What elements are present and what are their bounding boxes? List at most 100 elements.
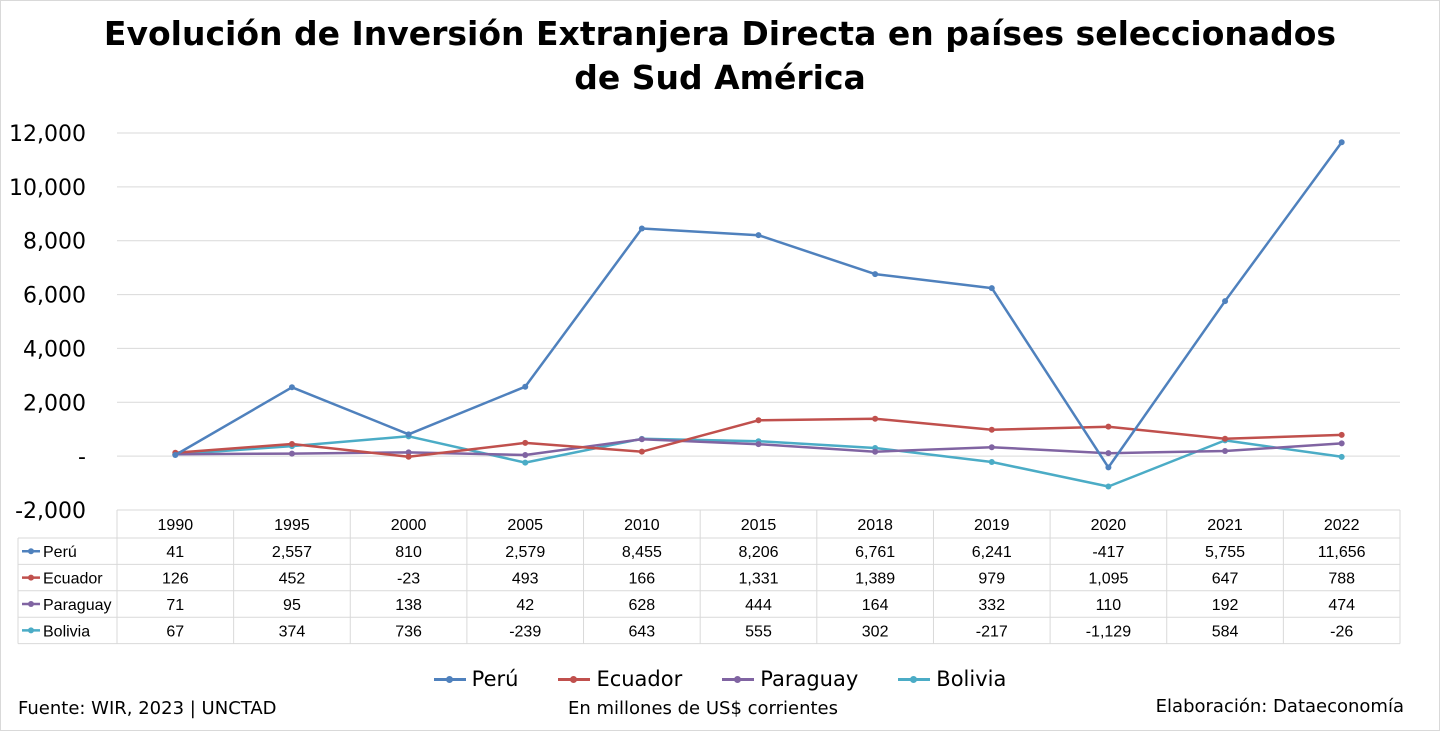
table-cell-value: 474 xyxy=(1328,597,1355,614)
data-point xyxy=(638,225,645,232)
table-cell-value: 374 xyxy=(279,623,306,640)
table-cell-value: -26 xyxy=(1330,623,1353,640)
data-point xyxy=(522,452,529,459)
table-cell-value: -417 xyxy=(1092,544,1124,561)
x-tick-label: 2005 xyxy=(507,517,543,534)
table-cell-value: 6,241 xyxy=(972,544,1012,561)
legend-item: Bolivia xyxy=(898,664,1006,694)
table-cell-value: 736 xyxy=(395,623,422,640)
data-point xyxy=(522,439,529,446)
table-row-label: Bolivia xyxy=(43,623,90,640)
legend: Perú Ecuador Paraguay Bolivia xyxy=(0,664,1440,694)
y-tick-label: -2,000 xyxy=(15,499,86,524)
legend-label: Ecuador xyxy=(596,667,683,691)
table-cell-value: 71 xyxy=(166,597,184,614)
table-cell-value: 584 xyxy=(1212,623,1239,640)
table-cell-value: 110 xyxy=(1096,597,1122,614)
footer-units: En millones de US$ corrientes xyxy=(567,698,839,719)
legend-item: Paraguay xyxy=(722,664,858,694)
table-cell-value: 302 xyxy=(862,623,889,640)
table-row-label: Paraguay xyxy=(43,597,112,614)
y-tick-label: 4,000 xyxy=(23,337,86,362)
data-point xyxy=(1222,447,1229,454)
table-cell-value: 332 xyxy=(978,597,1005,614)
chart-title-line-2: de Sud América xyxy=(574,58,866,97)
table-cell-value: 164 xyxy=(862,597,889,614)
y-tick-label: 8,000 xyxy=(23,230,86,255)
legend-label: Bolivia xyxy=(936,667,1007,691)
data-point xyxy=(1105,450,1112,457)
data-point xyxy=(405,453,412,460)
table-row-key-marker xyxy=(28,548,34,555)
table-cell-value: 1,389 xyxy=(855,571,895,588)
data-point xyxy=(1338,139,1345,146)
data-point xyxy=(1222,298,1229,305)
table-cell-value: 138 xyxy=(395,597,422,614)
table-cell-value: 979 xyxy=(978,571,1005,588)
footer-credit: Elaboración: Dataeconomía xyxy=(1155,696,1404,717)
table-cell-value: 643 xyxy=(629,623,656,640)
data-point xyxy=(755,441,762,448)
table-cell-value: 192 xyxy=(1212,597,1239,614)
table-cell-value: 67 xyxy=(166,623,184,640)
data-point xyxy=(755,232,762,239)
x-tick-label: 1995 xyxy=(274,517,310,534)
data-point xyxy=(638,436,645,443)
y-tick-label: 2,000 xyxy=(23,391,86,416)
y-tick-label: 12,000 xyxy=(9,122,86,147)
legend-swatch xyxy=(898,675,931,683)
table-cell-value: -1,129 xyxy=(1086,623,1131,640)
data-point xyxy=(288,384,295,391)
table-cell-value: 8,206 xyxy=(738,544,778,561)
data-point xyxy=(988,458,995,465)
table-cell-value: 1,331 xyxy=(738,571,778,588)
table-cell-value: 1,095 xyxy=(1088,571,1128,588)
x-tick-label: 2019 xyxy=(974,517,1010,534)
table-cell-value: 452 xyxy=(279,571,306,588)
table-cell-value: 444 xyxy=(745,597,772,614)
table-cell-value: 42 xyxy=(516,597,534,614)
chart-title-line-1: Evolución de Inversión Extranjera Direct… xyxy=(103,14,1337,53)
data-point xyxy=(1338,453,1345,460)
y-tick-label: 10,000 xyxy=(9,176,86,201)
footer-source: Fuente: WIR, 2023 | UNCTAD xyxy=(18,698,277,719)
y-tick-label: - xyxy=(78,445,86,470)
table-cell-value: 493 xyxy=(512,571,539,588)
table-cell-value: 2,557 xyxy=(272,544,312,561)
data-point xyxy=(872,271,879,278)
table-cell-value: 628 xyxy=(629,597,656,614)
data-point xyxy=(988,444,995,451)
data-point xyxy=(872,448,879,455)
table-cell-value: -23 xyxy=(397,571,420,588)
table-cell-value: 5,755 xyxy=(1205,544,1245,561)
legend-item: Perú xyxy=(433,664,519,694)
data-point xyxy=(522,383,529,390)
data-point xyxy=(872,415,879,422)
legend-swatch xyxy=(433,675,466,683)
table-cell-value: 2,579 xyxy=(505,544,545,561)
data-point xyxy=(1222,435,1229,442)
legend-swatch xyxy=(558,675,591,683)
data-point xyxy=(1105,423,1112,430)
data-point xyxy=(1338,440,1345,447)
table-cell-value: 166 xyxy=(629,571,656,588)
data-point xyxy=(172,452,179,459)
legend-label: Paraguay xyxy=(760,667,859,691)
table-cell-value: 647 xyxy=(1212,571,1239,588)
chart-title: Evolución de Inversión Extranjera Direct… xyxy=(0,12,1440,100)
table-cell-value: 95 xyxy=(283,597,301,614)
table-row-label: Ecuador xyxy=(43,571,103,588)
table-cell-value: 810 xyxy=(395,544,422,561)
data-point xyxy=(638,448,645,455)
table-cell-value: 41 xyxy=(166,544,184,561)
data-point xyxy=(288,450,295,457)
x-tick-label: 2015 xyxy=(741,517,777,534)
data-point xyxy=(1105,483,1112,490)
table-cell-value: -239 xyxy=(509,623,541,640)
x-tick-label: 2020 xyxy=(1091,517,1127,534)
legend-item: Ecuador xyxy=(558,664,682,694)
table-cell-value: 6,761 xyxy=(855,544,895,561)
legend-label: Perú xyxy=(471,667,519,691)
table-row-key-marker xyxy=(28,601,34,607)
